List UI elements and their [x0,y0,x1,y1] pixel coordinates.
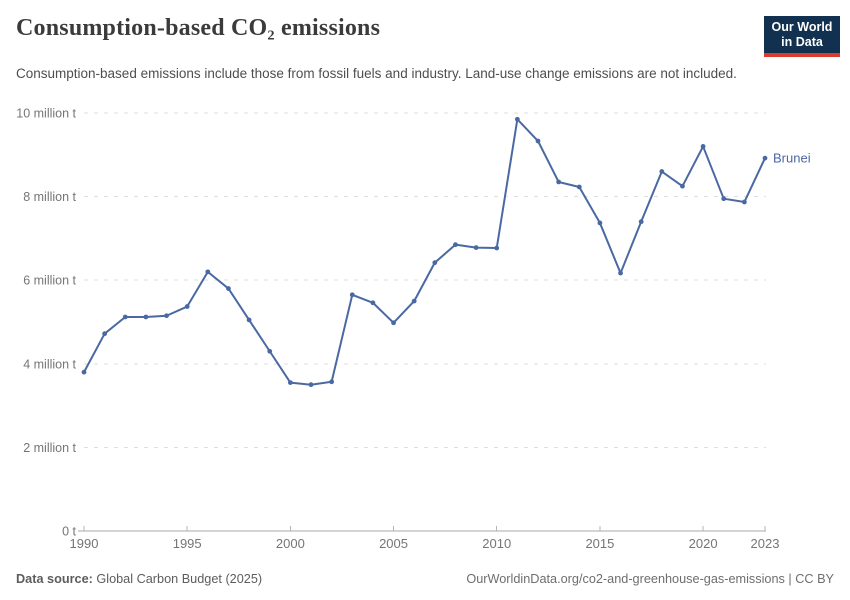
data-point-1998[interactable] [246,317,252,323]
data-point-2019[interactable] [680,183,685,189]
data-point-1997[interactable] [226,286,231,291]
data-point-2021[interactable] [721,196,727,202]
data-point-2020[interactable] [700,144,706,149]
data-point-2011[interactable] [514,116,520,122]
data-point-2007[interactable] [432,260,438,266]
data-point-1994[interactable] [164,313,169,319]
y-tick-label: 6 million t [23,274,76,288]
y-tick-label: 10 million t [16,107,76,121]
data-point-2008[interactable] [453,242,458,248]
chart-footer: Data source: Global Carbon Budget (2025)… [16,572,834,586]
y-tick-label: 4 million t [23,357,76,371]
data-point-1995[interactable] [184,304,190,309]
chart-header: Consumption-based CO₂ emissions Our Worl… [16,14,840,83]
data-point-2002[interactable] [329,379,335,385]
data-point-2004[interactable] [370,300,376,306]
y-tick-label: 0 t [62,525,76,539]
page-title: Consumption-based CO₂ emissions [16,15,381,41]
data-point-2023[interactable] [762,155,768,161]
data-point-1992[interactable] [122,314,128,320]
data-point-2014[interactable] [576,184,582,190]
y-tick-label: 8 million t [23,190,76,204]
owid-logo-line2: in Data [781,34,823,49]
data-point-2000[interactable] [287,380,293,386]
owid-logo-text: Our World in Data [764,16,840,53]
data-source-label: Data source: [16,572,93,586]
data-source: Data source: Global Carbon Budget (2025) [16,572,262,586]
x-tick-label: 2000 [276,536,305,551]
x-tick-label: 2015 [585,536,614,551]
x-tick-label: 1995 [173,536,202,551]
data-source-value: Global Carbon Budget (2025) [92,572,263,586]
data-point-2009[interactable] [473,245,479,250]
data-point-2005[interactable] [391,320,396,326]
x-tick-label: 1990 [70,536,99,551]
series-line-brunei[interactable] [83,118,766,386]
y-tick-label: 2 million t [23,441,76,455]
data-point-2016[interactable] [618,270,623,276]
owid-logo: Our World in Data [764,16,840,57]
data-point-1999[interactable] [267,348,273,354]
data-point-2022[interactable] [741,199,747,205]
data-point-1993[interactable] [143,314,149,320]
data-point-1996[interactable] [205,269,211,275]
x-tick-label: 2020 [689,536,718,551]
x-tick-label: 2010 [482,536,511,551]
data-point-2001[interactable] [308,382,314,388]
data-point-2017[interactable] [638,219,644,225]
chart-subtitle: Consumption-based emissions include thos… [16,65,737,81]
data-point-1991[interactable] [102,331,108,337]
data-point-2015[interactable] [597,220,603,226]
series-end-label[interactable]: Brunei [773,151,811,166]
data-point-2003[interactable] [349,292,355,298]
owid-logo-red-bar [764,52,840,57]
data-point-2012[interactable] [535,138,541,144]
data-point-2013[interactable] [556,179,562,185]
x-tick-label: 2005 [379,536,408,551]
x-tick-label: 2023 [751,536,780,551]
data-point-2018[interactable] [659,169,665,174]
data-point-1990[interactable] [81,369,87,375]
license-credit[interactable]: OurWorldinData.org/co2-and-greenhouse-ga… [466,572,834,586]
data-point-2010[interactable] [494,245,500,251]
owid-logo-line1: Our World [771,20,833,34]
data-point-2006[interactable] [411,298,417,304]
